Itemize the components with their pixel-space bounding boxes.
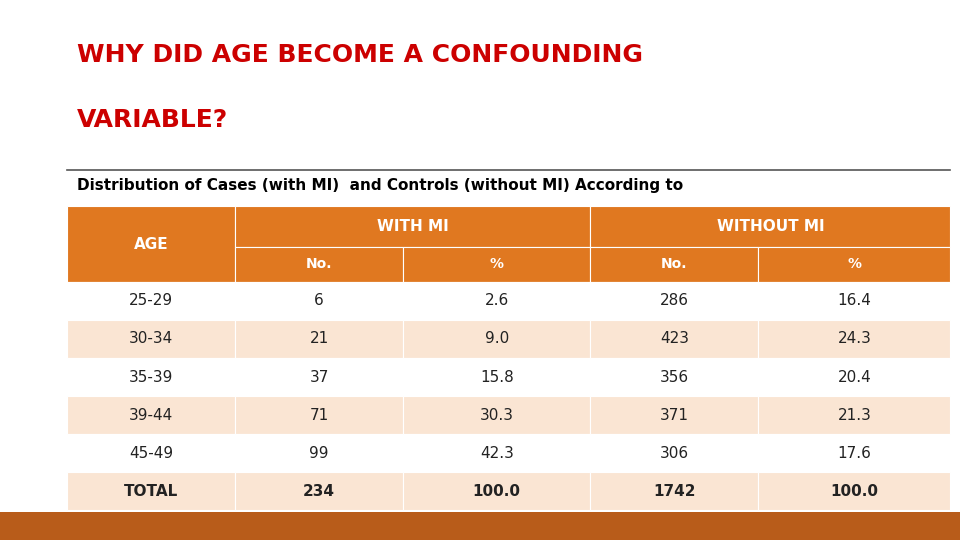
Text: %: % — [848, 258, 861, 271]
Text: TOTAL: TOTAL — [124, 484, 179, 499]
Text: VARIABLE?: VARIABLE? — [77, 108, 228, 132]
Text: WHY DID AGE BECOME A CONFOUNDING: WHY DID AGE BECOME A CONFOUNDING — [77, 43, 643, 67]
Text: WITH MI: WITH MI — [377, 219, 448, 234]
Text: No.: No. — [306, 258, 332, 271]
Text: WITHOUT MI: WITHOUT MI — [716, 219, 825, 234]
Text: 35-39: 35-39 — [129, 369, 174, 384]
Text: AGE: AGE — [133, 237, 169, 252]
Text: 306: 306 — [660, 446, 689, 461]
Text: 45-49: 45-49 — [130, 446, 173, 461]
Text: 16.4: 16.4 — [837, 293, 872, 308]
Text: 2.6: 2.6 — [485, 293, 509, 308]
Text: 100.0: 100.0 — [830, 484, 878, 499]
Text: 30.3: 30.3 — [480, 408, 514, 423]
Text: 21.3: 21.3 — [837, 408, 872, 423]
Text: 99: 99 — [309, 446, 329, 461]
Text: 423: 423 — [660, 332, 689, 347]
Text: 30-34: 30-34 — [129, 332, 174, 347]
Text: 71: 71 — [309, 408, 329, 423]
Text: 234: 234 — [303, 484, 335, 499]
Text: 25-29: 25-29 — [130, 293, 173, 308]
Text: Distribution of Cases (with MI)  and Controls (without MI) According to: Distribution of Cases (with MI) and Cont… — [77, 178, 683, 193]
Text: 356: 356 — [660, 369, 689, 384]
Text: 9.0: 9.0 — [485, 332, 509, 347]
Text: 6: 6 — [314, 293, 324, 308]
Text: 24.3: 24.3 — [837, 332, 872, 347]
Text: %: % — [490, 258, 504, 271]
Text: 21: 21 — [309, 332, 329, 347]
Text: 371: 371 — [660, 408, 689, 423]
Text: No.: No. — [661, 258, 687, 271]
Text: 1742: 1742 — [653, 484, 696, 499]
Text: 17.6: 17.6 — [837, 446, 872, 461]
Text: 15.8: 15.8 — [480, 369, 514, 384]
Text: 100.0: 100.0 — [472, 484, 520, 499]
Text: 39-44: 39-44 — [129, 408, 174, 423]
Text: 37: 37 — [309, 369, 329, 384]
Text: 286: 286 — [660, 293, 689, 308]
Text: 42.3: 42.3 — [480, 446, 514, 461]
Text: 20.4: 20.4 — [837, 369, 872, 384]
